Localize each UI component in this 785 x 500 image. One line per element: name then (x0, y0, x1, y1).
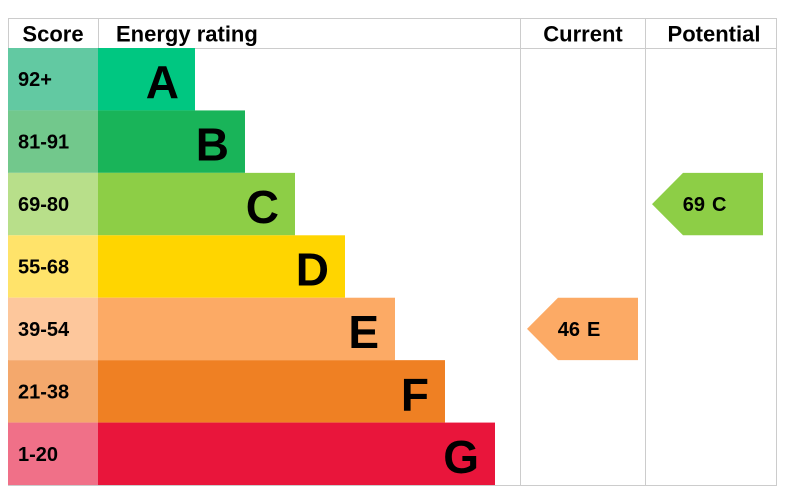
rating-bar (98, 235, 345, 298)
rating-letter: A (146, 56, 179, 108)
score-label: 69-80 (18, 194, 69, 216)
rating-bar (98, 110, 245, 173)
rating-bar (98, 360, 445, 423)
header-potential: Potential (668, 22, 761, 47)
current-arrow (527, 297, 638, 361)
score-label: 55-68 (18, 257, 69, 279)
header-score: Score (22, 22, 83, 47)
rating-letter: C (246, 181, 279, 233)
score-cell (8, 110, 98, 173)
score-cell (8, 360, 98, 423)
score-cell (8, 235, 98, 298)
rating-bar (98, 297, 395, 361)
header-current: Current (543, 22, 623, 47)
score-label: 1-20 (18, 444, 58, 466)
rating-bar (98, 422, 495, 486)
score-label: 39-54 (18, 319, 70, 341)
potential-arrow (652, 172, 763, 236)
score-cell (8, 48, 98, 111)
current-letter: E (587, 319, 600, 341)
score-label: 81-91 (18, 132, 69, 154)
potential-score: 69 (683, 194, 705, 216)
rating-letter: F (401, 368, 429, 420)
rating-letter: D (296, 244, 329, 296)
rating-letter: G (443, 431, 479, 483)
score-label: 92+ (18, 69, 52, 91)
rating-bar (98, 48, 195, 111)
rating-letter: B (196, 119, 229, 171)
score-cell (8, 297, 98, 361)
score-cell (8, 422, 98, 486)
header-rating: Energy rating (116, 22, 258, 47)
current-score: 46 (558, 319, 580, 341)
potential-letter: C (712, 194, 726, 216)
rating-bar (98, 172, 295, 236)
score-label: 21-38 (18, 381, 69, 403)
rating-letter: E (348, 306, 379, 358)
score-cell (8, 172, 98, 236)
